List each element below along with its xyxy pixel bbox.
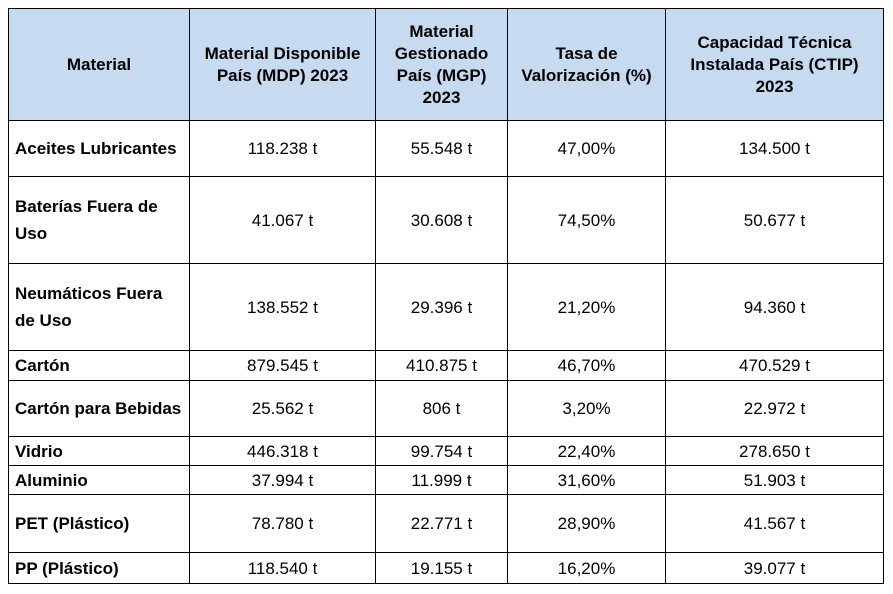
cell-mdp: 41.067 t <box>189 176 376 264</box>
cell-mgp: 806 t <box>375 380 508 437</box>
cell-material: Baterías Fuera de Uso <box>8 176 190 264</box>
cell-material: Cartón para Bebidas <box>8 380 190 437</box>
cell-mgp: 55.548 t <box>375 120 508 177</box>
table-row: Cartón para Bebidas 25.562 t 806 t 3,20%… <box>8 380 884 437</box>
cell-material: PET (Plástico) <box>8 494 190 553</box>
valorization-table: Material Material Disponible País (MDP) … <box>8 8 884 584</box>
cell-rate: 16,20% <box>507 552 666 584</box>
cell-rate: 28,90% <box>507 494 666 553</box>
cell-rate: 47,00% <box>507 120 666 177</box>
cell-ctip: 41.567 t <box>665 494 884 553</box>
cell-ctip: 134.500 t <box>665 120 884 177</box>
cell-rate: 3,20% <box>507 380 666 437</box>
cell-ctip: 22.972 t <box>665 380 884 437</box>
table-row: Vidrio 446.318 t 99.754 t 22,40% 278.650… <box>8 436 884 466</box>
cell-rate: 46,70% <box>507 350 666 381</box>
cell-mdp: 118.540 t <box>189 552 376 584</box>
table-row: Baterías Fuera de Uso 41.067 t 30.608 t … <box>8 176 884 264</box>
header-row: Material Material Disponible País (MDP) … <box>8 8 884 121</box>
table-row: Cartón 879.545 t 410.875 t 46,70% 470.52… <box>8 350 884 381</box>
cell-material: Aluminio <box>8 465 190 495</box>
cell-rate: 21,20% <box>507 263 666 351</box>
cell-ctip: 470.529 t <box>665 350 884 381</box>
header-ctip: Capacidad Técnica Instalada País (CTIP) … <box>665 8 884 121</box>
cell-rate: 74,50% <box>507 176 666 264</box>
table-row: PET (Plástico) 78.780 t 22.771 t 28,90% … <box>8 494 884 553</box>
cell-material: Vidrio <box>8 436 190 466</box>
cell-mgp: 19.155 t <box>375 552 508 584</box>
header-mdp: Material Disponible País (MDP) 2023 <box>189 8 376 121</box>
cell-material: Neumáticos Fuera de Uso <box>8 263 190 351</box>
cell-mdp: 25.562 t <box>189 380 376 437</box>
cell-mgp: 29.396 t <box>375 263 508 351</box>
cell-mdp: 118.238 t <box>189 120 376 177</box>
cell-rate: 22,40% <box>507 436 666 466</box>
cell-ctip: 278.650 t <box>665 436 884 466</box>
cell-ctip: 50.677 t <box>665 176 884 264</box>
cell-mgp: 99.754 t <box>375 436 508 466</box>
table-row: PP (Plástico) 118.540 t 19.155 t 16,20% … <box>8 552 884 584</box>
cell-mdp: 879.545 t <box>189 350 376 381</box>
cell-mdp: 446.318 t <box>189 436 376 466</box>
cell-mgp: 30.608 t <box>375 176 508 264</box>
cell-mgp: 410.875 t <box>375 350 508 381</box>
cell-ctip: 39.077 t <box>665 552 884 584</box>
table-row: Aceites Lubricantes 118.238 t 55.548 t 4… <box>8 120 884 177</box>
cell-material: Cartón <box>8 350 190 381</box>
cell-material: PP (Plástico) <box>8 552 190 584</box>
table-row: Neumáticos Fuera de Uso 138.552 t 29.396… <box>8 263 884 351</box>
cell-rate: 31,60% <box>507 465 666 495</box>
table-row: Aluminio 37.994 t 11.999 t 31,60% 51.903… <box>8 465 884 495</box>
header-rate: Tasa de Valorización (%) <box>507 8 666 121</box>
header-material: Material <box>8 8 190 121</box>
header-mgp: Material Gestionado País (MGP) 2023 <box>375 8 508 121</box>
cell-mgp: 11.999 t <box>375 465 508 495</box>
cell-material: Aceites Lubricantes <box>8 120 190 177</box>
cell-mdp: 138.552 t <box>189 263 376 351</box>
cell-mdp: 78.780 t <box>189 494 376 553</box>
cell-ctip: 51.903 t <box>665 465 884 495</box>
cell-mgp: 22.771 t <box>375 494 508 553</box>
cell-mdp: 37.994 t <box>189 465 376 495</box>
cell-ctip: 94.360 t <box>665 263 884 351</box>
